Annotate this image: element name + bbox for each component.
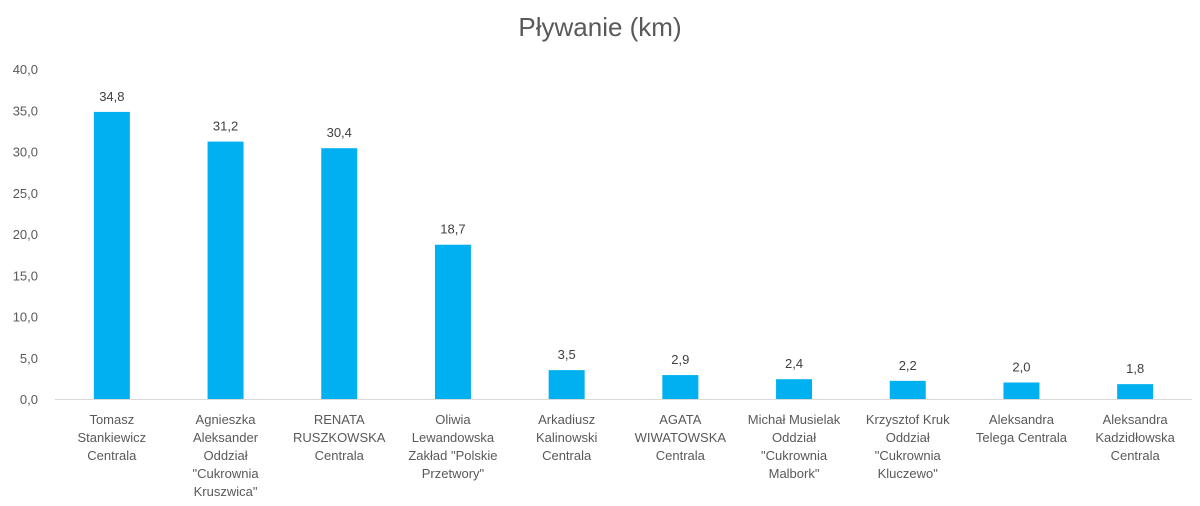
data-label: 2,0: [1012, 360, 1030, 375]
bar: [776, 379, 813, 399]
data-label: 3,5: [558, 347, 576, 362]
data-label: 34,8: [99, 89, 124, 104]
bar: [207, 141, 244, 399]
data-label: 2,9: [671, 352, 689, 367]
y-tick-label: 35,0: [13, 103, 38, 118]
x-tick-label: Aleksandra Telega Centrala: [976, 412, 1068, 445]
x-tick-label: Tomasz Stankiewicz Centrala: [78, 412, 147, 463]
x-tick-label: RENATA RUSZKOWSKA Centrala: [293, 412, 386, 463]
bar: [548, 370, 585, 399]
x-tick-label: Michał Musielak Oddział "Cukrownia Malbork": [748, 412, 841, 481]
y-tick-label: 40,0: [13, 62, 38, 77]
data-label: 2,4: [785, 356, 803, 371]
data-label: 30,4: [327, 125, 352, 140]
y-tick-label: 25,0: [13, 186, 38, 201]
x-tick-label: Agnieszka Aleksander Oddział "Cukrownia Krus…: [193, 412, 260, 499]
x-tick-label: Aleksandra Kadzidłowska Centrala: [1095, 412, 1175, 463]
x-tick-label: AGATA WIWATOWSKA Centrala: [635, 412, 727, 463]
bar: [1117, 384, 1154, 399]
y-tick-label: 5,0: [20, 351, 38, 366]
y-tick-label: 0,0: [20, 392, 38, 407]
y-tick-label: 30,0: [13, 145, 38, 160]
y-tick-label: 15,0: [13, 268, 38, 283]
y-tick-label: 20,0: [13, 227, 38, 242]
data-label: 18,7: [440, 222, 465, 237]
bar: [662, 375, 699, 399]
x-tick-label: Oliwia Lewandowska Zakład "Polskie Przetwor…: [408, 412, 497, 481]
bar: [321, 148, 358, 399]
y-tick-label: 10,0: [13, 310, 38, 325]
bar: [1003, 382, 1040, 399]
x-tick-label: Arkadiusz Kalinowski Centrala: [536, 412, 598, 463]
x-tick-label: Krzysztof Kruk Oddział "Cukrownia Kluczewo": [866, 412, 950, 481]
data-label: 2,2: [899, 358, 917, 373]
bar: [434, 244, 471, 399]
data-label: 31,2: [213, 119, 238, 134]
chart-title: Pływanie (km): [518, 12, 682, 42]
bar: [889, 380, 926, 399]
bar: [93, 111, 130, 400]
data-label: 1,8: [1126, 361, 1144, 376]
